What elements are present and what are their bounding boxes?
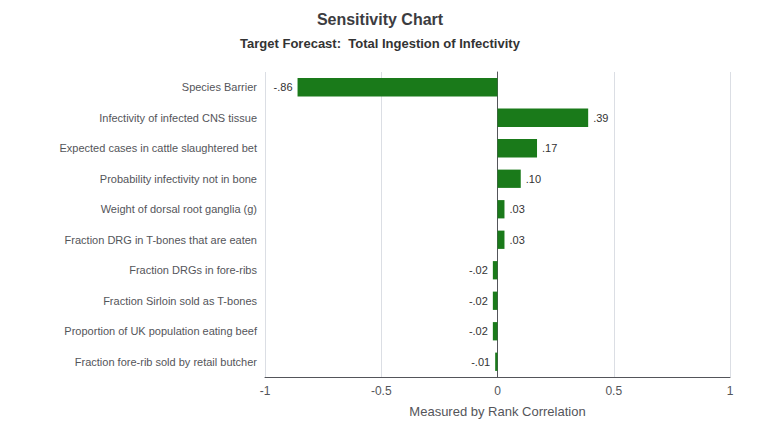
svg-text:Infectivity of infected CNS ti: Infectivity of infected CNS tissue (99, 112, 257, 124)
svg-text:0: 0 (494, 384, 501, 398)
svg-text:Sensitivity Chart: Sensitivity Chart (317, 11, 444, 28)
svg-text:0.5: 0.5 (605, 384, 622, 398)
svg-text:.17: .17 (542, 142, 557, 154)
svg-text:Species Barrier: Species Barrier (182, 81, 258, 93)
svg-text:Target Forecast: Total Ingest: Target Forecast: Total Ingestion of Infe… (240, 36, 521, 51)
svg-text:Fraction Sirloin sold as T-bon: Fraction Sirloin sold as T-bones (103, 295, 257, 307)
svg-text:.39: .39 (593, 112, 608, 124)
svg-text:.03: .03 (509, 203, 524, 215)
svg-text:-.02: -.02 (469, 264, 488, 276)
svg-text:-.86: -.86 (274, 81, 293, 93)
svg-text:Probability infectivity not in: Probability infectivity not in bone (100, 173, 257, 185)
svg-text:Expected cases in cattle slaug: Expected cases in cattle slaughtered bet (59, 142, 257, 154)
svg-text:-0.5: -0.5 (371, 384, 392, 398)
svg-text:Fraction DRG in T-bones that a: Fraction DRG in T-bones that are eaten (65, 234, 257, 246)
svg-text:Weight of dorsal root ganglia: Weight of dorsal root ganglia (g) (101, 203, 257, 215)
svg-text:.03: .03 (509, 234, 524, 246)
svg-text:1: 1 (727, 384, 734, 398)
svg-text:Measured by Rank Correlation: Measured by Rank Correlation (409, 404, 585, 419)
svg-text:-.01: -.01 (471, 356, 490, 368)
svg-text:Fraction fore-rib sold by reta: Fraction fore-rib sold by retail butcher (75, 356, 258, 368)
svg-text:-1: -1 (260, 384, 271, 398)
svg-text:-.02: -.02 (469, 325, 488, 337)
svg-text:.10: .10 (526, 173, 541, 185)
svg-text:-.02: -.02 (469, 295, 488, 307)
svg-text:Fraction DRGs in fore-ribs: Fraction DRGs in fore-ribs (129, 264, 257, 276)
svg-text:Proportion of UK population ea: Proportion of UK population eating beef (64, 325, 258, 337)
